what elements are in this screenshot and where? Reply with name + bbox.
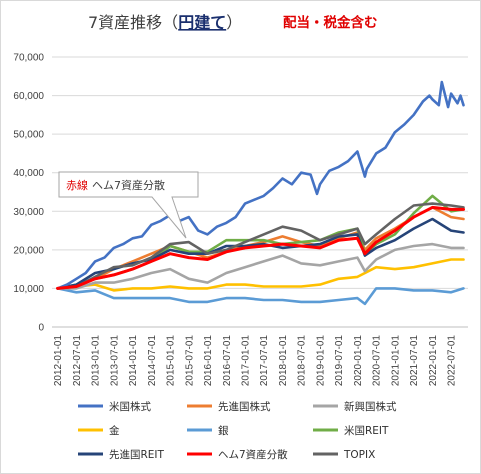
x-tick-label: 2018-01-01 [278,335,289,387]
y-tick-label: 40,000 [13,168,44,179]
x-tick-label: 2020-07-01 [372,335,383,387]
x-tick-label: 2019-07-01 [334,335,345,387]
legend-label: 銀 [218,424,229,437]
x-tick-label: 2012-07-01 [72,335,83,387]
y-tick-label: 10,000 [13,284,44,295]
series-line [56,80,465,290]
y-tick-label: 20,000 [13,245,44,256]
legend-label: 米国REIT [344,424,389,437]
title-emphasis: 円建て [178,13,226,32]
x-tick-label: 2017-01-01 [241,335,252,387]
legend-label: 金 [109,424,120,437]
y-tick-label: 0 [38,323,44,334]
x-tick-label: 2015-01-01 [166,335,177,387]
x-tick-label: 2021-07-01 [409,335,420,387]
x-tick-label: 2022-01-01 [428,335,439,387]
callout-red-text: 赤線 [66,178,88,192]
y-axis-ticks: 0 10,000 20,000 30,000 40,000 50,000 60,000 70,… [13,53,44,334]
series-line [56,258,465,292]
y-tick-label: 50,000 [13,130,44,141]
title-suffix: ） [226,13,242,32]
legend-label: 新興国株式 [344,400,397,413]
title-prefix: 7資産推移（ [88,13,178,32]
x-tick-label: 2013-01-01 [91,335,102,387]
annotation-callout: 赤線 ヘム7資産分散 [58,171,199,239]
legend-label: TOPIX [343,449,375,461]
y-tick-label: 30,000 [13,207,44,218]
series-line [56,205,465,290]
callout-box [58,171,199,239]
series-line [56,242,465,290]
x-tick-label: 2013-07-01 [109,335,120,387]
x-tick-label: 2015-07-01 [184,335,195,387]
y-tick-label: 70,000 [13,53,44,64]
x-tick-label: 2021-01-01 [390,335,401,387]
legend-label: 先進国REIT [109,449,165,461]
x-tick-label: 2017-07-01 [259,335,270,387]
legend-label: 米国株式 [109,400,151,413]
x-tick-label: 2016-01-01 [203,335,214,387]
legend-label: ヘム7資産分散 [218,448,288,461]
x-tick-label: 2016-07-01 [222,335,233,387]
x-tick-label: 2018-07-01 [297,335,308,387]
x-tick-label: 2014-07-01 [147,335,158,387]
x-tick-label: 2022-07-01 [447,335,458,387]
chart-subtitle: 配当・税金含む [283,14,378,31]
x-tick-label: 2012-01-01 [53,335,64,387]
x-axis-ticks: 2012-01-01 2012-07-01 2013-01-01 2013-07-01… [53,335,458,387]
series-lines [56,80,465,306]
legend-label: 先進国株式 [218,400,271,413]
series-line [56,202,465,290]
chart-title: 7資産推移（円建て） [88,13,242,32]
y-tick-label: 60,000 [13,91,44,102]
callout-text: 赤線 ヘム7資産分散 [66,178,165,192]
series-line [56,287,465,306]
x-tick-label: 2020-01-01 [353,335,364,387]
x-tick-label: 2014-01-01 [128,335,139,387]
callout-rest-text: ヘム7資産分散 [92,178,165,192]
x-tick-label: 2019-01-01 [315,335,326,387]
